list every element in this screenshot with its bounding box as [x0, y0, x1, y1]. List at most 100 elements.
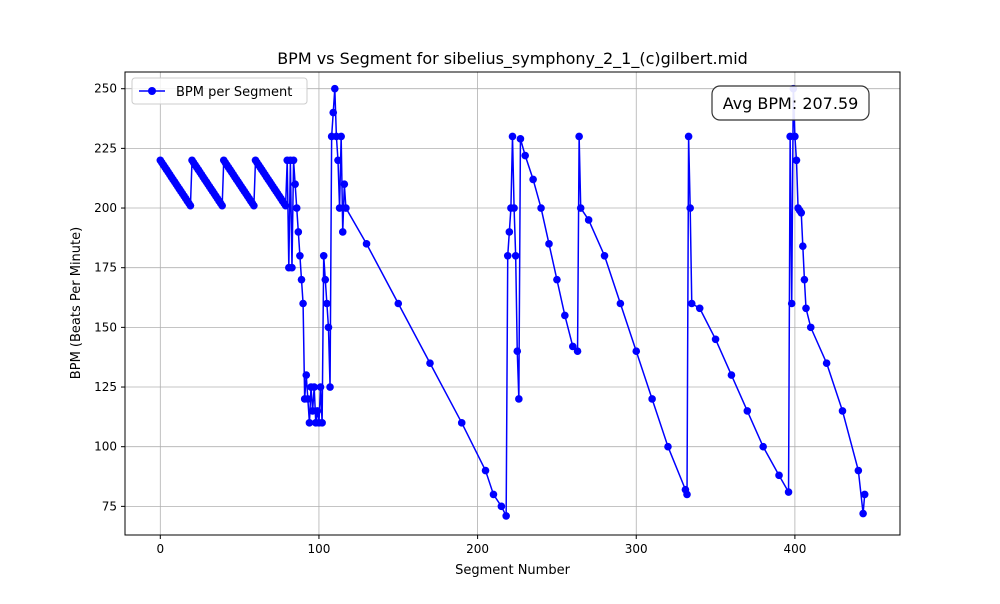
data-point: [497, 502, 506, 511]
data-point: [553, 275, 561, 284]
data-point: [686, 204, 694, 212]
data-point: [508, 132, 517, 141]
data-point: [304, 395, 312, 403]
data-point: [568, 342, 577, 351]
data-point: [250, 201, 258, 210]
x-tick-label: 100: [307, 542, 330, 556]
y-tick-label: 250: [94, 82, 117, 96]
x-tick-label: 300: [625, 542, 648, 556]
data-point: [323, 299, 331, 308]
data-point: [294, 228, 303, 236]
data-point: [319, 251, 328, 260]
data-point: [537, 204, 545, 212]
data-point: [302, 371, 311, 379]
data-point: [529, 175, 537, 184]
data-point: [687, 299, 696, 308]
legend: BPM per Segment: [131, 77, 308, 105]
data-point: [684, 132, 693, 141]
data-point: [683, 490, 691, 499]
data-point: [297, 275, 306, 284]
data-point: [324, 323, 333, 332]
data-point: [575, 132, 583, 141]
x-tick-label: 0: [156, 542, 164, 556]
data-point: [338, 228, 347, 236]
data-point: [806, 323, 815, 332]
y-tick-label: 225: [94, 141, 117, 155]
legend-marker-swatch: [148, 87, 156, 95]
data-point: [513, 347, 522, 356]
data-point: [503, 251, 512, 260]
data-point: [186, 201, 195, 210]
data-point: [505, 228, 514, 236]
data-point: [481, 466, 490, 475]
data-point: [521, 151, 529, 160]
data-point: [457, 419, 466, 427]
data-point: [787, 299, 796, 308]
legend-label: BPM per Segment: [176, 85, 292, 100]
data-point: [743, 407, 752, 415]
x-tick-label: 400: [783, 542, 806, 556]
data-point: [727, 371, 736, 379]
data-point: [310, 383, 318, 391]
y-tick-label: 75: [102, 499, 117, 513]
x-axis-label: Segment Number: [455, 563, 571, 578]
data-point: [545, 240, 553, 248]
data-point: [281, 201, 290, 210]
chart-title: BPM vs Segment for sibelius_symphony_2_1…: [277, 49, 748, 69]
data-point: [326, 383, 334, 391]
data-point: [305, 419, 314, 427]
data-point: [711, 335, 720, 344]
annotation-box: [711, 85, 870, 121]
data-point: [854, 466, 863, 475]
y-tick-label: 200: [94, 201, 117, 215]
legend-box: [131, 77, 308, 105]
tick-layer: 0 100 200 300 400 75 100 125 150 175 200 225 250: [94, 82, 806, 556]
data-point: [515, 395, 523, 403]
data-point: [822, 359, 831, 367]
series-layer: [156, 84, 869, 520]
y-tick-label: 100: [94, 440, 117, 454]
data-point: [289, 156, 298, 165]
data-point: [573, 347, 582, 356]
data-point: [759, 442, 767, 451]
data-point: [695, 304, 704, 313]
data-point: [800, 275, 809, 284]
y-axis-label: BPM (Beats Per Minute): [69, 227, 84, 379]
data-point: [329, 108, 338, 117]
data-point: [321, 275, 330, 284]
data-point: [784, 488, 793, 496]
data-point: [860, 490, 869, 499]
avg-bpm-annotation: Avg BPM: 207.59: [711, 85, 870, 121]
y-tick-label: 150: [94, 320, 117, 334]
data-point: [334, 156, 342, 165]
data-point: [561, 311, 569, 320]
data-point: [799, 242, 807, 251]
data-point: [362, 240, 371, 248]
data-point: [342, 204, 350, 212]
data-point: [288, 263, 296, 272]
data-point: [792, 156, 801, 165]
data-point: [648, 395, 656, 403]
data-point: [337, 132, 345, 141]
data-point: [616, 299, 625, 308]
data-point: [292, 204, 301, 212]
x-tick-label: 200: [466, 542, 489, 556]
data-point: [584, 216, 593, 224]
data-point: [340, 180, 349, 188]
data-point: [838, 407, 847, 415]
y-tick-label: 175: [94, 261, 117, 275]
data-point: [502, 512, 510, 520]
data-point: [859, 509, 867, 518]
data-point: [664, 442, 672, 451]
data-point: [331, 84, 339, 93]
data-point: [576, 204, 585, 212]
data-point: [775, 471, 783, 480]
data-point: [510, 204, 518, 212]
data-point: [600, 251, 609, 260]
data-point: [316, 383, 325, 391]
data-point: [802, 304, 810, 313]
data-point: [296, 251, 304, 260]
data-point: [299, 299, 307, 308]
